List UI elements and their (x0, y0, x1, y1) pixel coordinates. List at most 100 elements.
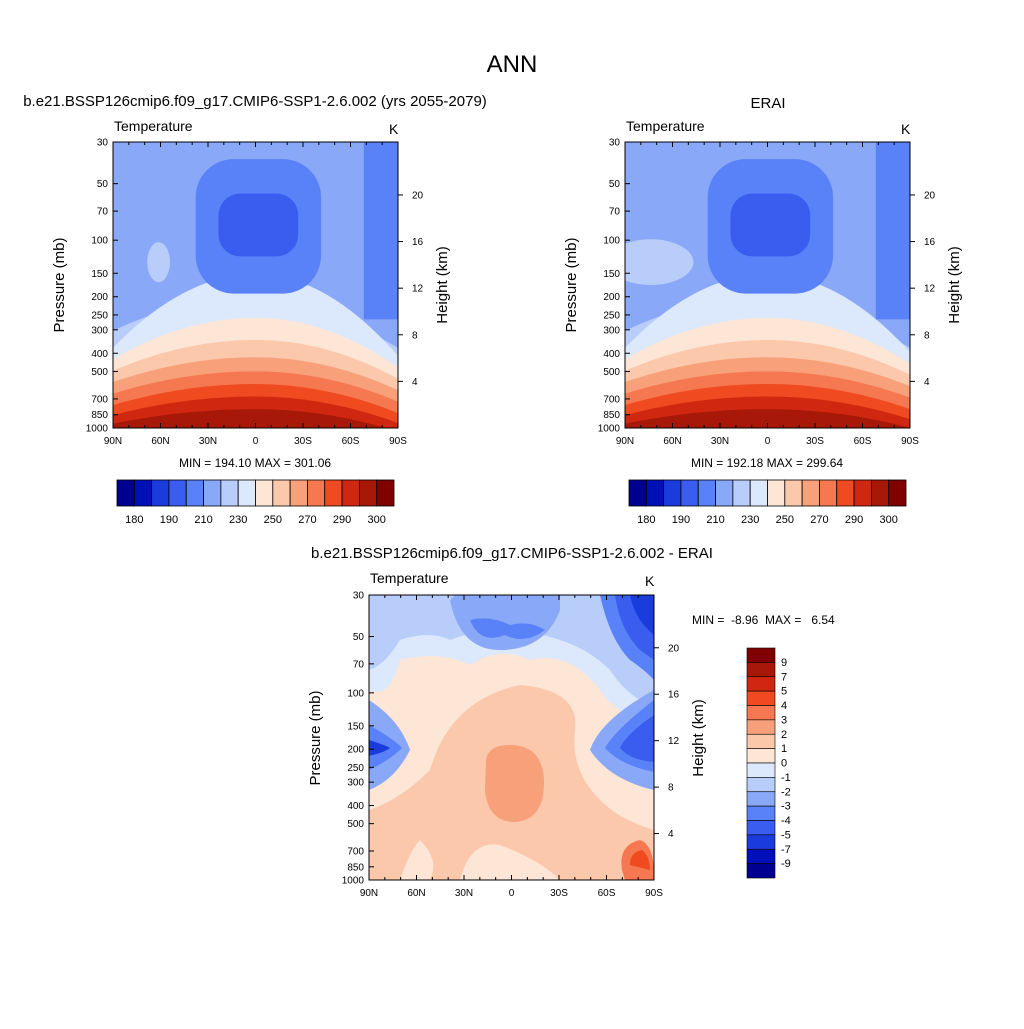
x-tick-label: 90N (616, 436, 634, 447)
colorbar-swatch (715, 479, 734, 507)
y-tick-label: 500 (347, 819, 364, 830)
y-right-tick-label: 4 (668, 829, 674, 840)
x-tick-label: 90S (901, 436, 919, 447)
x-tick-label: 30S (550, 888, 568, 899)
colorbar-label: -7 (781, 844, 791, 856)
colorbar-swatch (255, 479, 274, 507)
y-right-tick-label: 12 (668, 736, 680, 747)
y-right-tick-label: 8 (412, 330, 418, 341)
panel-model-title: b.e21.BSSP126cmip6.f09_g17.CMIP6-SSP1-2.… (23, 93, 487, 110)
y-right-tick-label: 4 (924, 377, 930, 388)
panel-diff-field (369, 595, 654, 880)
panel-obs-field (625, 142, 910, 428)
colorbar-swatch (185, 479, 204, 507)
colorbar-swatch (307, 479, 326, 507)
contour-band (875, 142, 910, 320)
panel-obs-ylabel-right: Height (km) (946, 246, 963, 324)
colorbar-swatch (324, 479, 343, 507)
panel-model-variable: Temperature (114, 118, 193, 134)
y-tick-label: 200 (603, 292, 620, 303)
colorbar-swatch (746, 719, 776, 735)
colorbar-label: 250 (776, 514, 794, 526)
panel-diff-title: b.e21.BSSP126cmip6.f09_g17.CMIP6-SSP1-2.… (311, 545, 713, 562)
y-tick-label: 150 (603, 269, 620, 280)
colorbar-label: 250 (264, 514, 282, 526)
panel-diff-variable: Temperature (370, 570, 449, 586)
colorbar-swatch (870, 479, 890, 507)
panel-model-colorbar: 180 190 210 230 250 270 290 300 (116, 479, 395, 526)
colorbar-swatch (746, 863, 776, 879)
y-tick-label: 30 (609, 138, 621, 149)
colorbar-swatch (358, 479, 378, 507)
y-tick-label: 700 (91, 394, 108, 405)
y-tick-label: 400 (603, 349, 620, 360)
colorbar-swatch (746, 777, 776, 793)
colorbar-swatch (203, 479, 222, 507)
colorbar-swatch (767, 479, 786, 507)
colorbar-label: 190 (160, 514, 178, 526)
y-tick-label: 100 (347, 688, 364, 699)
panel-obs-units: K (901, 121, 911, 137)
colorbar-label: 7 (781, 671, 787, 683)
contour-band (369, 595, 654, 705)
colorbar-swatch (746, 733, 776, 749)
contour-band (460, 844, 560, 880)
y-tick-label: 250 (603, 310, 620, 321)
y-right-tick-label: 4 (412, 377, 418, 388)
y-right-tick-label: 20 (924, 190, 936, 201)
contour-band (630, 595, 654, 635)
y-tick-label: 500 (603, 367, 620, 378)
contour-band (113, 409, 398, 428)
y-tick-label: 150 (347, 721, 364, 732)
colorbar-swatch (836, 479, 855, 507)
y-right-tick-label: 8 (668, 783, 674, 794)
contour-band (730, 193, 811, 257)
contour-band (625, 239, 694, 285)
y-tick-label: 400 (91, 349, 108, 360)
colorbar-swatch (746, 662, 776, 678)
y-tick-label: 1000 (598, 424, 621, 435)
colorbar-swatch (133, 479, 153, 507)
y-tick-label: 200 (347, 745, 364, 756)
colorbar-label: 290 (845, 514, 863, 526)
colorbar-label: 270 (298, 514, 316, 526)
y-tick-label: 500 (91, 367, 108, 378)
colorbar-swatch (801, 479, 820, 507)
x-tick-label: 90N (104, 436, 122, 447)
x-tick-label: 60S (598, 888, 616, 899)
colorbar-swatch (697, 479, 716, 507)
colorbar-swatch (746, 705, 776, 721)
y-tick-label: 250 (347, 763, 364, 774)
panel-obs-title: ERAI (750, 95, 785, 112)
colorbar-swatch (746, 748, 776, 764)
y-right-tick-label: 12 (412, 284, 424, 295)
colorbar-label: 300 (368, 514, 386, 526)
colorbar-swatch (341, 479, 360, 507)
panel-diff-units: K (645, 573, 655, 589)
colorbar-label: 210 (706, 514, 724, 526)
page-title: ANN (487, 51, 538, 78)
colorbar-swatch (746, 820, 776, 836)
colorbar-label: 0 (781, 758, 787, 770)
colorbar-swatch (272, 479, 291, 507)
contour-band (400, 840, 434, 880)
y-tick-label: 250 (91, 310, 108, 321)
y-tick-label: 1000 (342, 876, 365, 887)
contour-band (363, 142, 398, 320)
colorbar-swatch (237, 479, 256, 507)
colorbar-swatch (746, 647, 776, 663)
colorbar-label: -5 (781, 829, 791, 841)
colorbar-label: -4 (781, 815, 791, 827)
contour-band (620, 715, 654, 762)
x-tick-label: 30N (199, 436, 217, 447)
colorbar-swatch (680, 479, 699, 507)
colorbar-label: 190 (672, 514, 690, 526)
colorbar-label: -1 (781, 772, 791, 784)
colorbar-swatch (289, 479, 308, 507)
colorbar-swatch (746, 690, 776, 706)
y-right-tick-label: 8 (924, 330, 930, 341)
colorbar-label: 230 (229, 514, 247, 526)
colorbar-swatch (645, 479, 665, 507)
